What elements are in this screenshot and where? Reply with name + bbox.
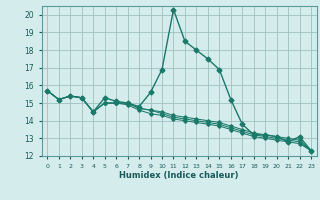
X-axis label: Humidex (Indice chaleur): Humidex (Indice chaleur)	[119, 171, 239, 180]
